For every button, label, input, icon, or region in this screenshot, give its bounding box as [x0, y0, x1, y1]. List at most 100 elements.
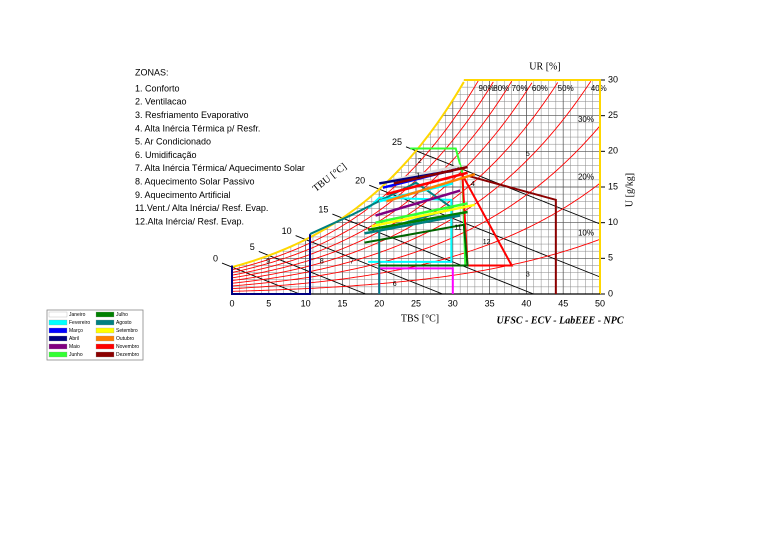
rh-curve	[232, 80, 479, 271]
legend-box	[46, 309, 144, 361]
rh-title: UR [%]	[529, 61, 560, 72]
month-line	[386, 171, 468, 196]
x-tick-label: 10	[301, 298, 311, 308]
zones-title: ZONAS:	[135, 67, 169, 77]
rh-curve	[232, 238, 600, 292]
zone-list-item: 12.Alta Inércia/ Resf. Evap.	[135, 216, 244, 226]
zone-list-item: 7. Alta Inércia Térmica/ Aquecimento Sol…	[135, 163, 305, 173]
legend-label: Julho	[116, 312, 128, 318]
x-tick-label: 40	[521, 298, 531, 308]
wet-bulb-tick	[295, 235, 306, 240]
legend-label: Setembro	[116, 328, 138, 334]
zone-outline	[469, 175, 557, 294]
zone-number: 3	[526, 272, 530, 279]
x-tick-label: 25	[411, 298, 421, 308]
rh-label: 70%	[512, 84, 528, 93]
legend-label: Janeiro	[69, 312, 86, 318]
rh-curve	[232, 125, 600, 287]
wet-bulb-tick	[221, 262, 233, 268]
zone-list-item: 6. Umidificação	[135, 150, 197, 160]
wet-bulb-line	[268, 255, 366, 294]
month-line	[393, 165, 468, 185]
month-line	[371, 203, 476, 228]
legend-label: Junho	[69, 352, 83, 358]
legend-label: Outubro	[116, 336, 134, 342]
x-axis-title: TBS [°C]	[401, 313, 439, 324]
y-axis-title: U [g/kg]	[624, 173, 635, 207]
legend-label: Agosto	[116, 320, 132, 326]
zone-list-item: 11.Vent./ Alta Inércia/ Resf. Evap.	[135, 203, 268, 213]
zone-number: 1	[416, 172, 420, 179]
y-tick-label: 25	[608, 110, 618, 120]
legend-swatch	[48, 319, 68, 326]
y-tick-label: 20	[608, 146, 618, 156]
y-tick-label: 5	[608, 253, 613, 263]
zone-number: 9	[266, 259, 270, 266]
y-tick-label: 0	[608, 288, 613, 298]
x-tick-label: 50	[595, 298, 605, 308]
zone-outline	[461, 174, 514, 267]
rh-label: 40%	[591, 84, 607, 93]
credit: UFSC - ECV - LabEEE - NPC	[496, 315, 623, 326]
zone-list-item: 5. Ar Condicionado	[135, 137, 211, 147]
legend-swatch	[48, 335, 68, 342]
legend-label: Fevereiro	[69, 320, 90, 326]
y-tick-label: 10	[608, 217, 618, 227]
rh-label: 50%	[558, 84, 574, 93]
rh-label: 60%	[532, 84, 548, 93]
chart-border	[463, 79, 601, 294]
zone-number: 8	[320, 259, 324, 266]
rh-label: 30%	[578, 115, 594, 124]
rh-label: 10%	[578, 228, 594, 237]
wet-bulb-label: 0	[213, 253, 218, 263]
wet-bulb-label: 15	[318, 204, 328, 214]
zone-list-item: 8. Aquecimento Solar Passivo	[135, 176, 255, 186]
rh-label: 20%	[578, 172, 594, 181]
zone-outline	[367, 196, 453, 263]
rh-curve	[232, 81, 494, 273]
zone-list-item: 4. Alta Inércia Térmica p/ Resfr.	[135, 123, 260, 133]
zone-number: 11	[454, 225, 461, 232]
rh-curve	[232, 80, 592, 284]
legend-swatch	[95, 327, 115, 334]
wet-bulb-tick	[258, 251, 269, 256]
wet-bulb-line	[305, 239, 443, 294]
month-line	[364, 214, 461, 235]
x-tick-label: 45	[558, 298, 568, 308]
legend-swatch	[48, 311, 68, 318]
rh-label: 90%	[479, 84, 495, 93]
zone-number: 12	[483, 239, 491, 246]
wet-bulb-label: 5	[250, 242, 255, 252]
zone-list-item: 3. Resfriamento Evaporativo	[135, 110, 249, 120]
x-tick-label: 30	[448, 298, 458, 308]
x-tick-label: 35	[485, 298, 495, 308]
legend-swatch	[48, 327, 68, 334]
zone-number: 7	[350, 259, 354, 266]
month-line	[386, 172, 476, 203]
month-line	[367, 210, 468, 232]
zone-list-item: 2. Ventilacao	[135, 97, 187, 107]
y-tick-label: 15	[608, 181, 618, 191]
legend-label: Abril	[69, 336, 79, 342]
zone-number: 2	[418, 158, 422, 165]
zone-list-item: 1. Conforto	[135, 83, 180, 93]
month-line	[393, 164, 461, 182]
legend-swatch	[48, 343, 68, 350]
y-tick-label: 30	[608, 74, 618, 84]
legend-swatch	[95, 311, 115, 318]
x-tick-label: 20	[374, 298, 384, 308]
wet-bulb-tick	[332, 213, 343, 219]
wet-bulb-label: 20	[355, 176, 365, 186]
zone-number: 4	[471, 181, 475, 188]
zone-list-item: 9. Aquecimento Artificial	[135, 190, 231, 200]
x-tick-label: 5	[266, 298, 271, 308]
wet-bulb-line	[379, 188, 600, 294]
zone-outline	[309, 181, 456, 294]
rh-label: 80%	[493, 84, 509, 93]
zone-number: 6	[393, 281, 397, 288]
rh-curve	[232, 82, 559, 282]
legend-swatch	[95, 343, 115, 350]
wb-axis-title: TBU [°C]	[311, 161, 349, 194]
wet-bulb-tick	[369, 184, 380, 190]
